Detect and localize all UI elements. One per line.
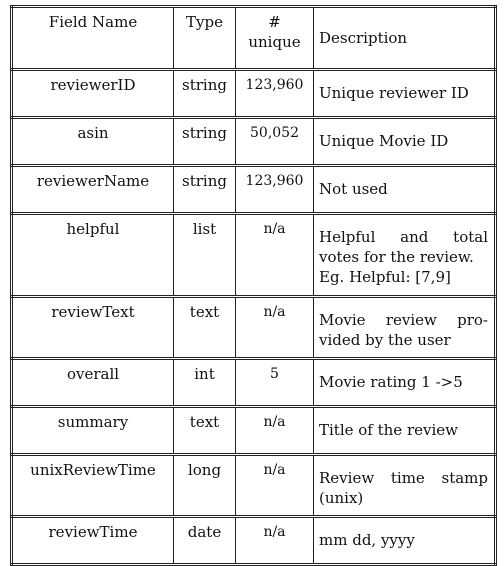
field-name-cell: unixReviewTime [10,454,174,518]
header-field-name: Field Name [10,5,174,71]
unique-count-cell: n/a [235,516,314,566]
field-type-cell: string [173,117,236,167]
field-type-cell: text [173,406,236,456]
table-row: reviewTime date n/a mm dd, yyyy [10,516,497,566]
description-cell: Title of the review [313,406,497,456]
field-name-cell: summary [10,406,174,456]
description-cell: Unique reviewer ID [313,69,497,119]
description-cell: Not used [313,165,497,215]
field-type-cell: long [173,454,236,518]
header-unique: # unique [235,5,314,71]
header-description: Description [313,5,497,71]
table-row: reviewText text n/a Movie review pro- vi… [10,296,497,360]
unique-count-cell: 123,960 [235,69,314,119]
table-row: reviewerName string 123,960 Not used [10,165,497,215]
field-name-cell: reviewTime [10,516,174,566]
description-cell: Movie rating 1 ->5 [313,358,497,408]
unique-count-cell: 123,960 [235,165,314,215]
unique-count-cell: n/a [235,296,314,360]
field-name-cell: helpful [10,213,174,298]
field-name-cell: reviewerID [10,69,174,119]
field-name-cell: reviewText [10,296,174,360]
field-type-cell: date [173,516,236,566]
unique-count-cell: 50,052 [235,117,314,167]
unique-count-cell: n/a [235,406,314,456]
field-name-cell: reviewerName [10,165,174,215]
unique-count-cell: 5 [235,358,314,408]
field-type-cell: string [173,69,236,119]
table-row: reviewerID string 123,960 Unique reviewe… [10,69,497,119]
field-type-cell: list [173,213,236,298]
table-row: asin string 50,052 Unique Movie ID [10,117,497,167]
table-row: unixReviewTime long n/a Review time stam… [10,454,497,518]
field-type-cell: int [173,358,236,408]
unique-count-cell: n/a [235,213,314,298]
field-table: Field Name Type # unique Description rev… [10,5,497,566]
header-type: Type [173,5,236,71]
table-row: summary text n/a Title of the review [10,406,497,456]
table-header-row: Field Name Type # unique Description [10,5,497,71]
description-cell: Helpful and total votes for the review. … [313,213,497,298]
field-type-cell: text [173,296,236,360]
unique-count-cell: n/a [235,454,314,518]
description-cell: Unique Movie ID [313,117,497,167]
field-type-cell: string [173,165,236,215]
description-cell: Review time stamp (unix) [313,454,497,518]
field-name-cell: overall [10,358,174,408]
description-cell: mm dd, yyyy [313,516,497,566]
field-name-cell: asin [10,117,174,167]
table-row: helpful list n/a Helpful and total votes… [10,213,497,298]
description-cell: Movie review pro- vided by the user [313,296,497,360]
table-row: overall int 5 Movie rating 1 ->5 [10,358,497,408]
